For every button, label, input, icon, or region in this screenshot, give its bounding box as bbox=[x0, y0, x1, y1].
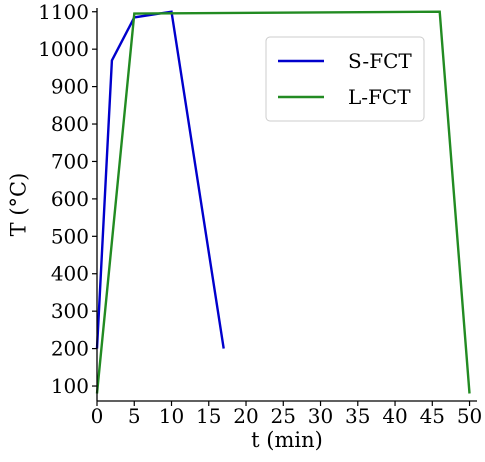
y-tick-label: 300 bbox=[51, 299, 89, 323]
series-line-l-fct bbox=[95, 10, 471, 394]
x-tick-label: 15 bbox=[196, 404, 221, 428]
y-tick-label: 500 bbox=[51, 224, 89, 248]
x-axis-label: t (min) bbox=[251, 428, 323, 452]
x-tick-label: 40 bbox=[382, 404, 407, 428]
x-tick-label: 30 bbox=[308, 404, 333, 428]
x-tick-label: 20 bbox=[233, 404, 258, 428]
series-line-s-fct bbox=[95, 10, 225, 349]
y-tick-label: 400 bbox=[51, 262, 89, 286]
x-tick-label: 5 bbox=[128, 404, 141, 428]
y-axis-label: T (°C) bbox=[7, 173, 31, 237]
y-tick-label: 800 bbox=[51, 112, 89, 136]
y-tick-label: 1100 bbox=[38, 0, 89, 24]
x-tick-label: 0 bbox=[91, 404, 104, 428]
x-tick-label: 10 bbox=[159, 404, 184, 428]
y-tick-label: 1000 bbox=[38, 37, 89, 61]
y-tick-label: 600 bbox=[51, 187, 89, 211]
y-tick-label: 900 bbox=[51, 75, 89, 99]
x-axis-ticks: 0 5 10 15 20 25 30 35 40 45 50 bbox=[91, 401, 482, 428]
legend-entry-label: S-FCT bbox=[348, 49, 412, 73]
x-tick-label: 25 bbox=[271, 404, 296, 428]
y-tick-label: 100 bbox=[51, 374, 89, 398]
plot-lines bbox=[95, 10, 471, 394]
axes-spines bbox=[96, 8, 477, 402]
legend: S-FCT L-FCT bbox=[265, 36, 425, 122]
legend-box bbox=[265, 36, 425, 122]
y-axis-ticks: 100 200 300 400 500 600 700 800 900 1000 1100 bbox=[38, 0, 97, 398]
y-tick-label: 200 bbox=[51, 337, 89, 361]
x-tick-label: 35 bbox=[345, 404, 370, 428]
x-tick-label: 45 bbox=[420, 404, 445, 428]
y-tick-label: 700 bbox=[51, 149, 89, 173]
legend-entry-label: L-FCT bbox=[348, 85, 411, 109]
x-tick-label: 50 bbox=[457, 404, 482, 428]
